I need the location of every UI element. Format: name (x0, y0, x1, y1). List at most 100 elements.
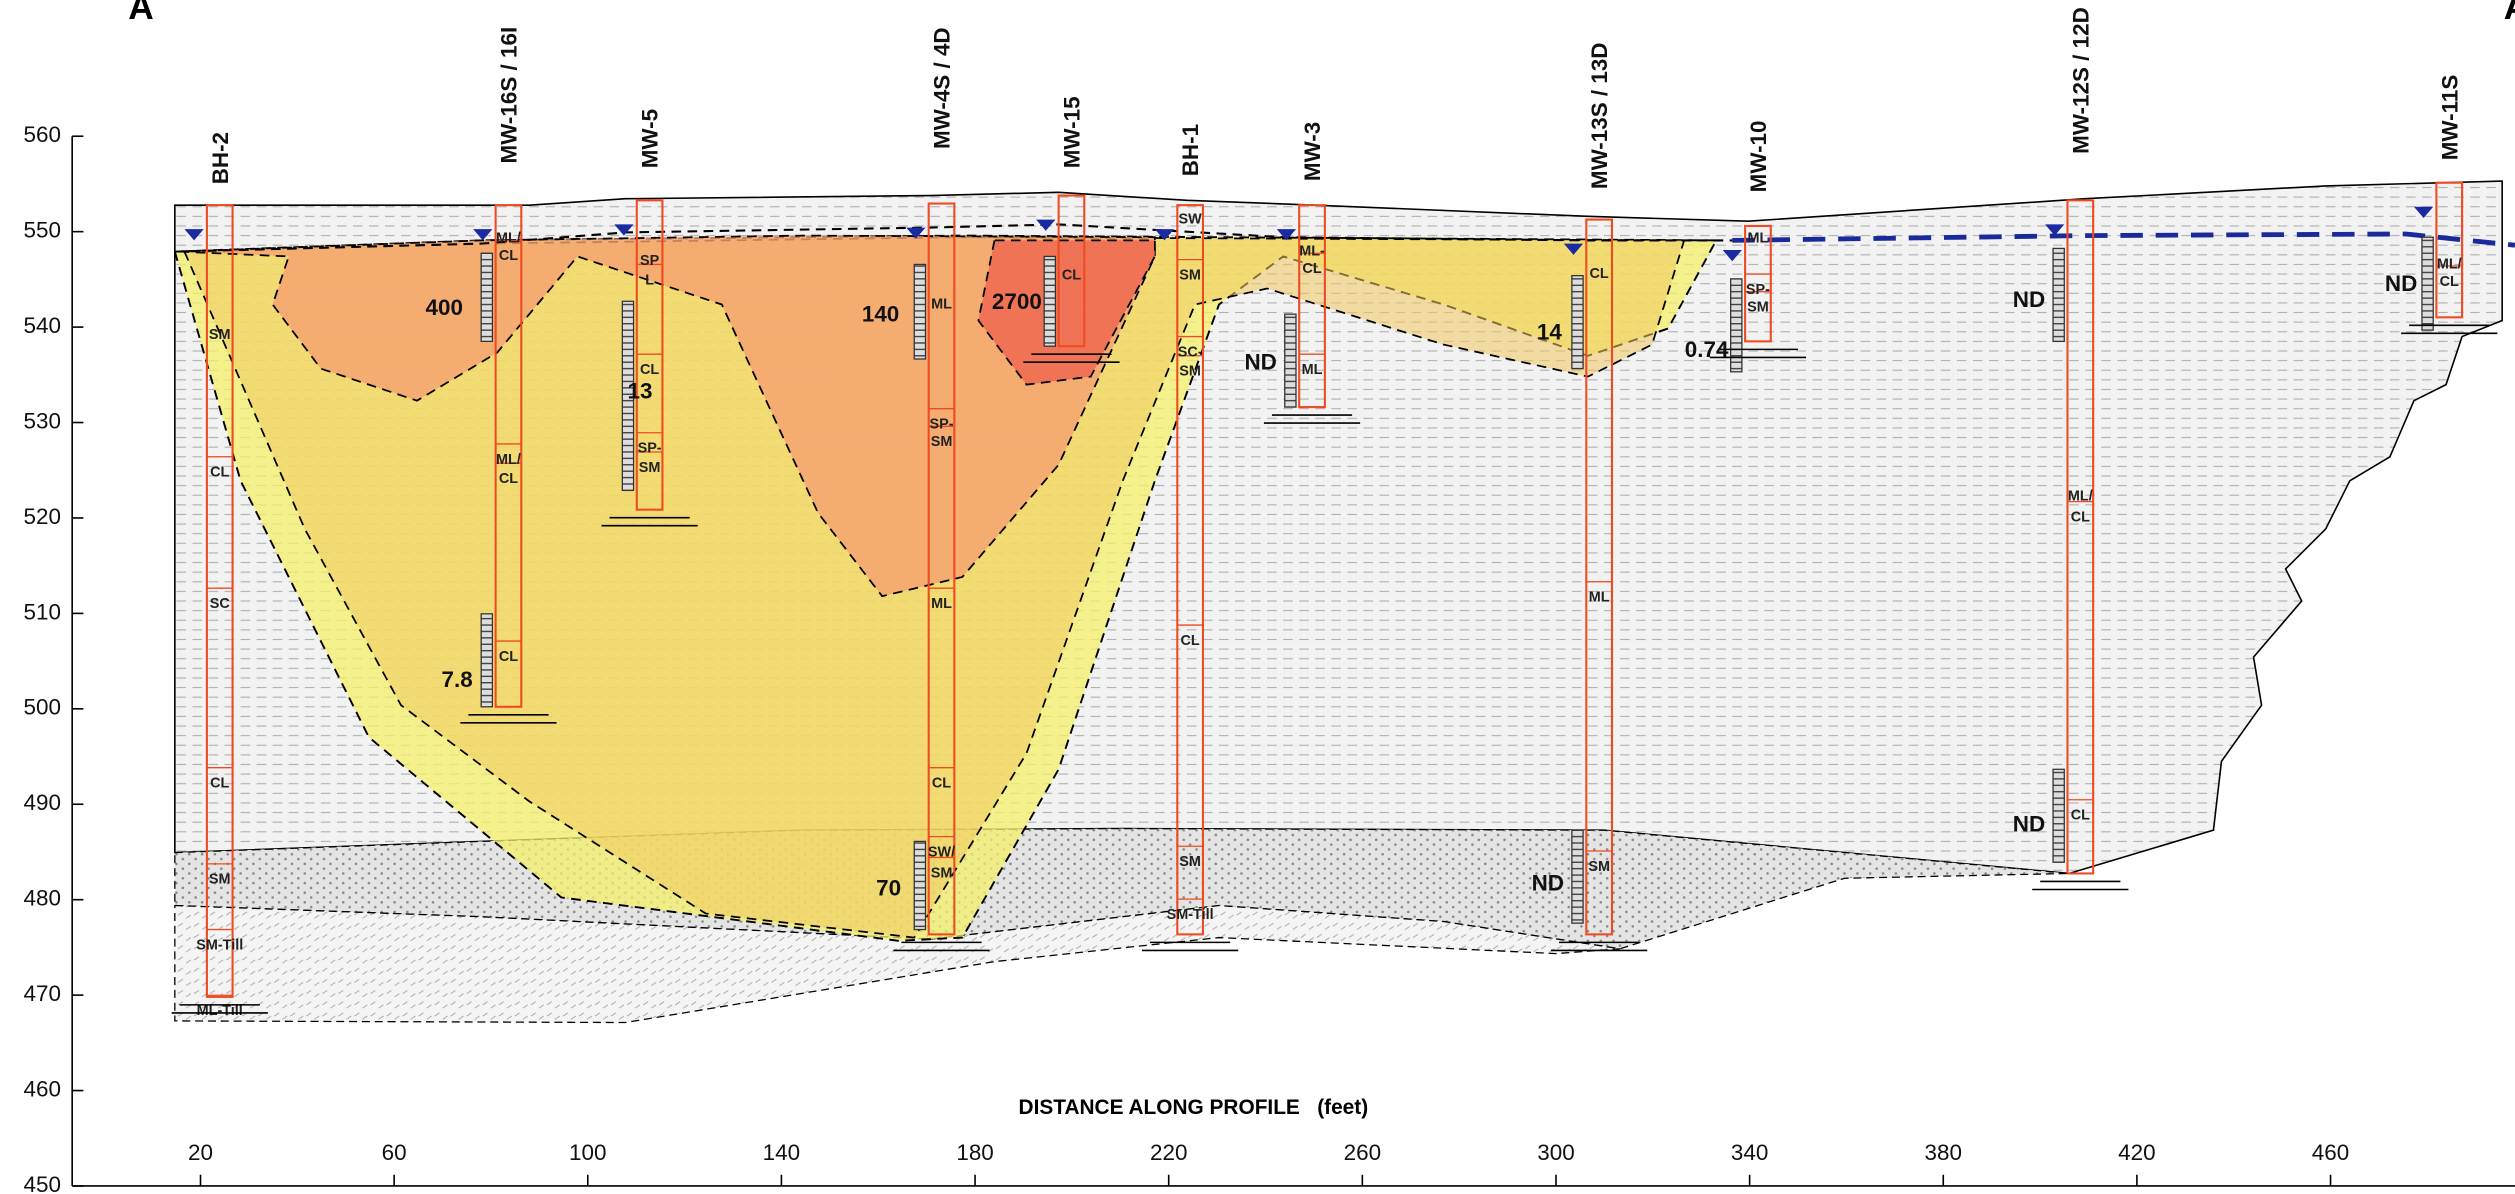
layer-label: SP- (930, 417, 954, 433)
layer-label: SC (210, 596, 231, 612)
well-name: MW-3 (1300, 122, 1325, 181)
y-tick-label: 460 (23, 1076, 60, 1101)
layer-label: CL (210, 465, 229, 481)
y-tick-label: 550 (23, 218, 60, 243)
well-screen (1044, 256, 1055, 346)
y-tick-label: 510 (23, 599, 60, 624)
layer-label: SM (209, 872, 231, 888)
well-screen (481, 253, 492, 341)
layer-label: CL (2071, 509, 2090, 525)
layer-label: ML/ (496, 452, 521, 468)
concentration-label: 400 (426, 295, 463, 320)
concentration-label: ND (2013, 287, 2045, 312)
layer-label: CL (640, 362, 659, 378)
well-screen (2422, 237, 2433, 330)
y-tick-label: 530 (23, 408, 60, 433)
page: Cross Section A-A' { "section_start": "A… (0, 0, 2515, 1194)
layer-label: ML (1589, 590, 1610, 606)
section-start: A (128, 0, 153, 27)
well-screen (481, 614, 492, 707)
x-tick-label: 220 (1150, 1140, 1187, 1165)
x-tick-label: 100 (569, 1140, 606, 1165)
layer-label: CL (210, 776, 229, 792)
layer-label: SM (1588, 859, 1610, 875)
layer-label: SP- (1746, 282, 1770, 298)
concentration-label: 13 (627, 379, 652, 404)
well-name: MW-5 (638, 109, 663, 168)
well-name: BH-1 (1178, 124, 1203, 176)
layer-label: CL (932, 776, 951, 792)
x-tick-label: 300 (1537, 1140, 1574, 1165)
layer-label: SM (1179, 364, 1201, 380)
layer-label: CL (499, 471, 518, 487)
layer-label: CL (1181, 633, 1200, 649)
layer-label: ML (931, 596, 952, 612)
well-name: MW-4S / 4D (930, 27, 955, 149)
x-tick-label: 180 (956, 1140, 993, 1165)
layer-label: SM-Till (196, 937, 243, 953)
layer-label: ML (1748, 231, 1769, 247)
layer-label: SM (639, 460, 661, 476)
x-tick-label: 140 (763, 1140, 800, 1165)
y-tick-label: 500 (23, 695, 60, 720)
layer-label: CL (1302, 261, 1321, 277)
layer-label: SW (1179, 211, 1203, 227)
well-screen (914, 841, 925, 929)
concentration-label: 140 (862, 302, 899, 327)
well-screen (1285, 314, 1296, 407)
well-screen (2053, 248, 2064, 341)
well-name: MW-11S (2437, 75, 2462, 161)
layer-label: CL (1062, 267, 1081, 283)
layer-label: ML/ (2437, 256, 2462, 272)
x-tick-label: 380 (1925, 1140, 1962, 1165)
layer-label: CL (1590, 266, 1609, 282)
well-name: BH-2 (208, 132, 233, 184)
concentration-label: 2700 (992, 289, 1042, 314)
layer-label: SM (931, 865, 953, 881)
well-name: MW-12S / 12D (2068, 7, 2093, 154)
concentration-label: ND (2385, 271, 2417, 296)
layer-label: CL (2440, 274, 2459, 290)
y-tick-label: 480 (23, 886, 60, 911)
layer-label: SM-Till (1167, 907, 1214, 923)
well-screen (1572, 276, 1583, 369)
layer-label: ML (1302, 362, 1323, 378)
layer-label: SC- (1178, 344, 1203, 360)
well-name: MW-16S / 16I (496, 27, 521, 164)
x-tick-label: 420 (2118, 1140, 2155, 1165)
layer-label: SM (209, 327, 231, 343)
well-name: MW-15 (1059, 96, 1084, 168)
y-tick-label: 490 (23, 790, 60, 815)
layer-label: L (645, 272, 654, 288)
well-screen (2053, 769, 2064, 862)
layer-label: ML (931, 296, 952, 312)
layer-label: ML- (1299, 243, 1325, 259)
y-tick-label: 450 (23, 1172, 60, 1194)
layer-label: SM (931, 434, 953, 450)
layer-label: CL (2071, 808, 2090, 824)
well-name: MW-10 (1746, 120, 1771, 192)
layer-label: SP- (638, 441, 662, 457)
x-tick-label: 60 (382, 1140, 407, 1165)
layer-label: CL (499, 248, 518, 264)
x-axis-label: DISTANCE ALONG PROFILE (feet) (1019, 1096, 1369, 1119)
well-screen (1572, 830, 1583, 923)
x-tick-label: 460 (2312, 1140, 2349, 1165)
section-end: A' (2504, 0, 2515, 27)
x-tick-label: 340 (1731, 1140, 1768, 1165)
cross-section: A A' DISTANCE ALONG PROFILE (feet) 20601… (0, 0, 2515, 1194)
layer-label: SW/ (928, 844, 955, 860)
concentration-label: ND (1532, 871, 1564, 896)
layer-label: SP (640, 253, 660, 269)
concentration-label: 70 (876, 875, 901, 900)
y-tick-label: 540 (23, 313, 60, 338)
y-tick-label: 470 (23, 981, 60, 1006)
well-name: MW-13S / 13D (1587, 42, 1612, 189)
body: A A' DISTANCE ALONG PROFILE (feet) 20601… (0, 0, 2515, 1194)
layer-label: ML/ (2068, 489, 2093, 505)
layer-label: SM (1179, 267, 1201, 283)
concentration-label: 14 (1537, 319, 1562, 344)
concentration-label: 7.8 (442, 667, 473, 692)
layer-label: CL (499, 649, 518, 665)
y-tick-label: 520 (23, 504, 60, 529)
